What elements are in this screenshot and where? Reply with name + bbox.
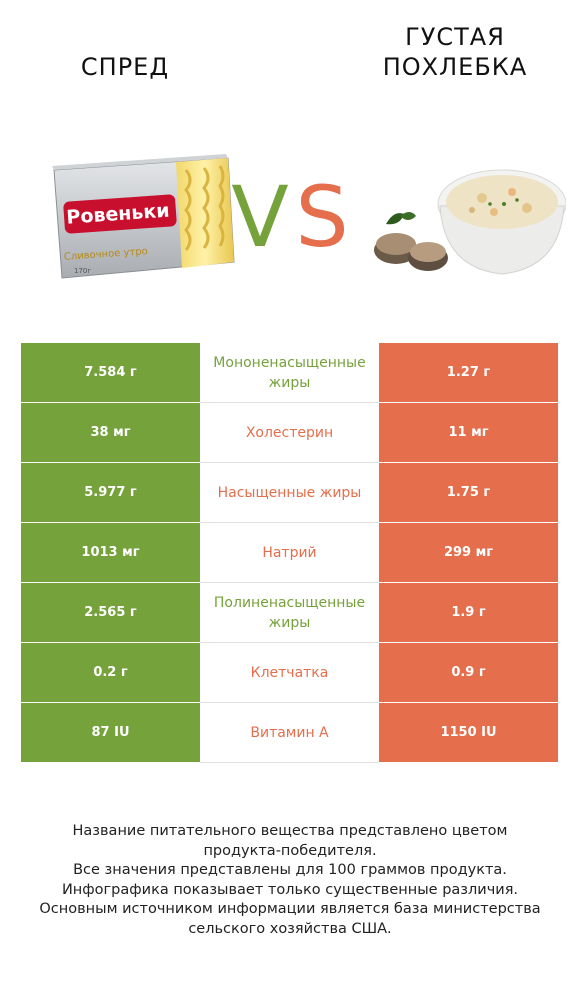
row-divider <box>200 522 379 523</box>
svg-text:V: V <box>231 168 288 256</box>
left-value: 1013 мг <box>21 523 200 582</box>
right-value: 1.27 г <box>379 343 558 402</box>
spread-package-image: Ровеньки Сливочное утро 170г <box>52 154 235 279</box>
nutrient-label: Клетчатка <box>250 664 329 681</box>
right-value: 1150 IU <box>379 703 558 762</box>
table-row: 2.565 г Полиненасыщенные жиры 1.9 г <box>21 583 558 642</box>
left-value: 7.584 г <box>21 343 200 402</box>
table-row: 87 IU Витамин А 1150 IU <box>21 703 558 762</box>
nutrient-label: Насыщенные жиры <box>217 484 362 501</box>
left-value: 38 мг <box>21 403 200 462</box>
row-divider <box>200 642 379 643</box>
right-value: 0.9 г <box>379 643 558 702</box>
footer-note: Название питательного вещества представл… <box>20 822 560 939</box>
footer-line: Основным источником информации является … <box>39 901 541 917</box>
right-value: 1.9 г <box>379 583 558 642</box>
svg-text:170г: 170г <box>74 267 91 275</box>
nutrient-label: Витамин А <box>250 724 329 741</box>
row-divider <box>200 762 379 763</box>
svg-text:S: S <box>295 168 348 256</box>
left-value: 0.2 г <box>21 643 200 702</box>
nutrient-label: Мононенасыщенные жиры <box>213 354 366 391</box>
title-left: СПРЕД <box>80 53 170 81</box>
table-row: 1013 мг Натрий 299 мг <box>21 523 558 582</box>
vs-label: V S <box>231 168 348 256</box>
row-divider <box>200 702 379 703</box>
table-row: 38 мг Холестерин 11 мг <box>21 403 558 462</box>
table-row: 5.977 г Насыщенные жиры 1.75 г <box>21 463 558 522</box>
row-divider <box>200 462 379 463</box>
footer-line: продукта-победителя. <box>203 842 377 859</box>
row-divider <box>200 582 379 583</box>
chowder-bowl-image <box>374 169 566 275</box>
title-right: ГУСТАЯ ПОХЛЕБКА <box>370 22 540 82</box>
left-value: 87 IU <box>21 703 200 762</box>
row-divider <box>200 402 379 403</box>
right-value: 299 мг <box>379 523 558 582</box>
table-row: 0.2 г Клетчатка 0.9 г <box>21 643 558 702</box>
right-value: 1.75 г <box>379 463 558 522</box>
nutrient-label: Натрий <box>262 544 317 561</box>
footer-line: Название питательного вещества представл… <box>72 823 508 839</box>
footer-line: Инфографика показывает только существенн… <box>61 881 519 898</box>
title-right-line1: ГУСТАЯ <box>405 23 505 51</box>
left-value: 5.977 г <box>21 463 200 522</box>
footer-line: Все значения представлены для 100 граммо… <box>73 862 507 878</box>
nutrient-label: Холестерин <box>245 424 334 441</box>
left-value: 2.565 г <box>21 583 200 642</box>
table-row: 7.584 г Мононенасыщенные жиры 1.27 г <box>21 343 558 402</box>
title-right-line2: ПОХЛЕБКА <box>382 53 528 81</box>
right-value: 11 мг <box>379 403 558 462</box>
nutrient-label: Полиненасыщенные жиры <box>213 594 366 631</box>
footer-line: сельского хозяйства США. <box>188 920 392 937</box>
